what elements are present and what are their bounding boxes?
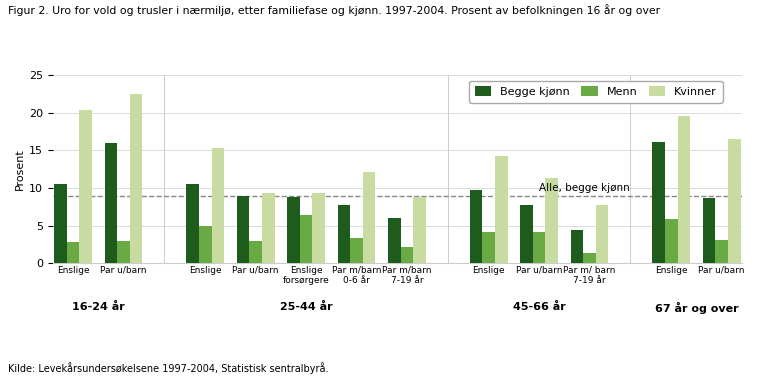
- Bar: [400, 247, 413, 263]
- Bar: [186, 184, 199, 263]
- Bar: [363, 172, 375, 263]
- Bar: [338, 205, 350, 263]
- Bar: [571, 230, 583, 263]
- Text: Figur 2. Uro for vold og trusler i nærmiljø, etter familiefase og kjønn. 1997-20: Figur 2. Uro for vold og trusler i nærmi…: [8, 4, 659, 16]
- Text: 25-44 år: 25-44 år: [280, 302, 332, 312]
- Bar: [583, 253, 596, 263]
- Text: Alle, begge kjønn: Alle, begge kjønn: [539, 182, 630, 193]
- Bar: [350, 238, 363, 263]
- Legend: Begge kjønn, Menn, Kvinner: Begge kjønn, Menn, Kvinner: [469, 81, 722, 103]
- Bar: [67, 242, 79, 263]
- Bar: [212, 148, 224, 263]
- Bar: [104, 143, 117, 263]
- Bar: [470, 190, 482, 263]
- Bar: [596, 205, 609, 263]
- Bar: [55, 184, 67, 263]
- Bar: [388, 218, 400, 263]
- Bar: [237, 196, 250, 263]
- Bar: [129, 94, 142, 263]
- Text: Kilde: Levekårsundersøkelsene 1997-2004, Statistisk sentralbyrå.: Kilde: Levekårsundersøkelsene 1997-2004,…: [8, 362, 328, 374]
- Text: 16-24 år: 16-24 år: [72, 302, 125, 312]
- Bar: [117, 241, 129, 263]
- Bar: [413, 197, 425, 263]
- Bar: [495, 156, 508, 263]
- Bar: [702, 198, 715, 263]
- Bar: [262, 193, 275, 263]
- Bar: [300, 215, 313, 263]
- Bar: [313, 193, 325, 263]
- Bar: [287, 197, 300, 263]
- Bar: [520, 205, 533, 263]
- Y-axis label: Prosent: Prosent: [15, 148, 25, 190]
- Bar: [199, 226, 212, 263]
- Bar: [678, 116, 690, 263]
- Bar: [533, 232, 545, 263]
- Bar: [728, 139, 740, 263]
- Bar: [665, 219, 678, 263]
- Bar: [545, 178, 558, 263]
- Text: 45-66 år: 45-66 år: [512, 302, 565, 312]
- Bar: [482, 232, 495, 263]
- Text: 67 år og over: 67 år og over: [655, 302, 738, 314]
- Bar: [715, 240, 728, 263]
- Bar: [653, 142, 665, 263]
- Bar: [79, 110, 92, 263]
- Bar: [250, 241, 262, 263]
